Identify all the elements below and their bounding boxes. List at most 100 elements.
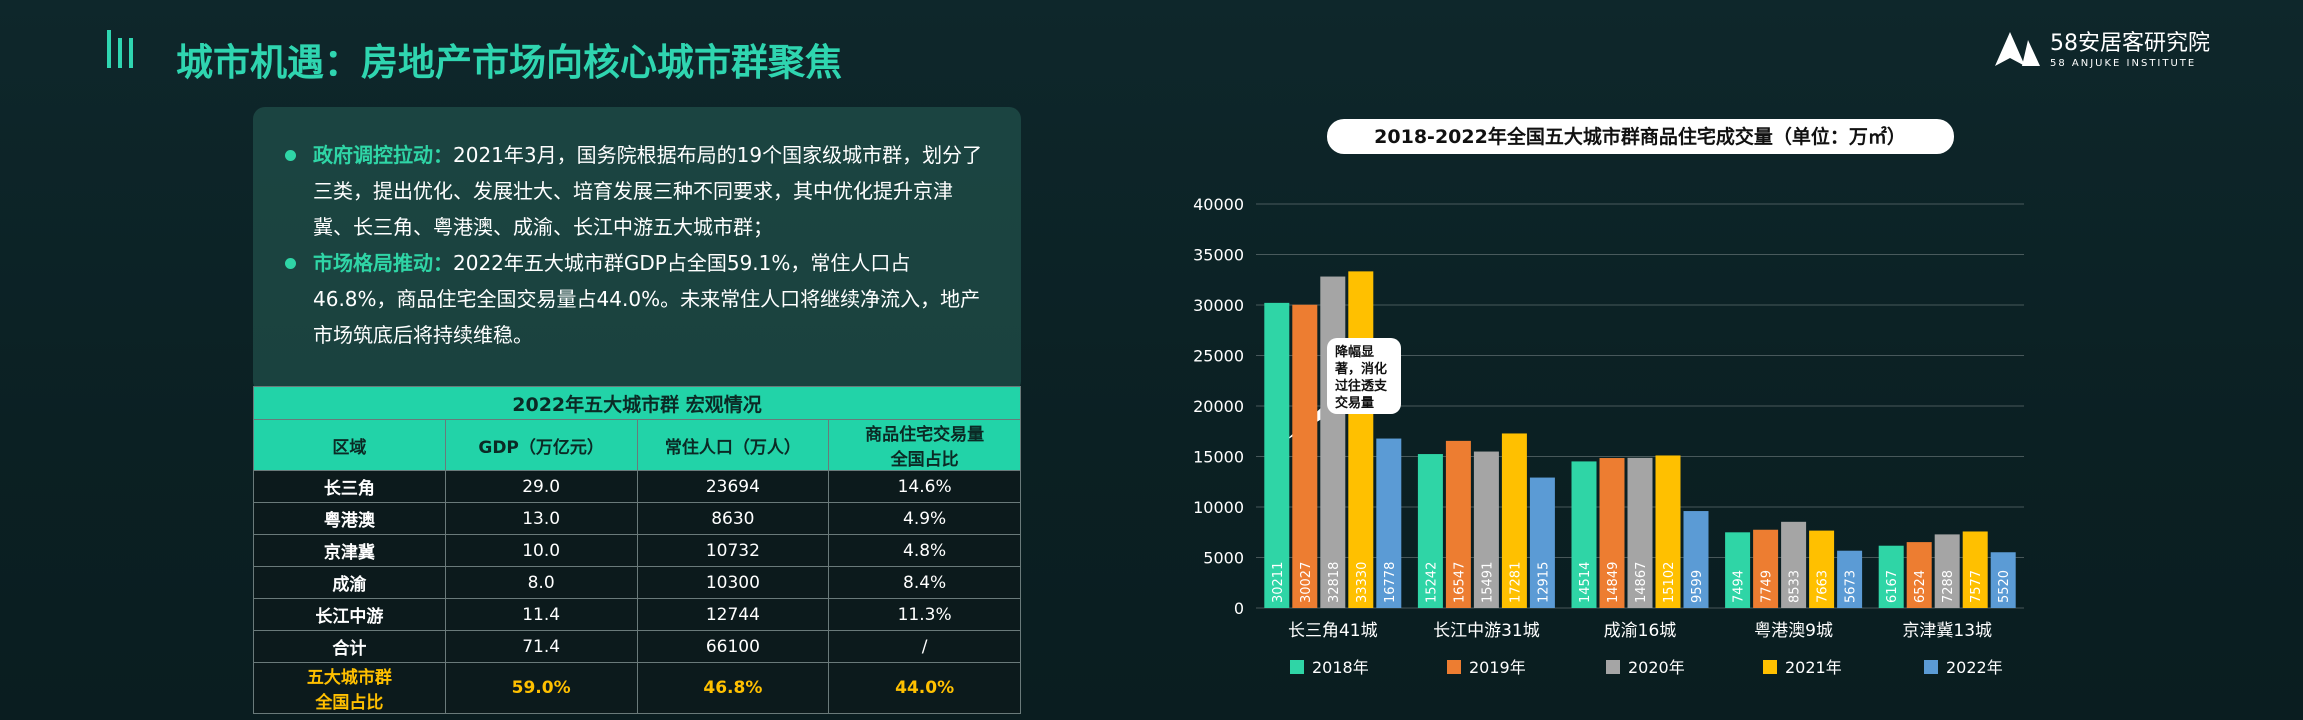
bar xyxy=(1753,529,1779,608)
data-label: 7494 xyxy=(1732,570,1747,603)
cell: 29.0 xyxy=(444,470,638,503)
data-label: 8533 xyxy=(1788,570,1803,603)
legend-label: 2022年 xyxy=(1946,658,2003,677)
data-label: 16778 xyxy=(1383,562,1398,603)
bar xyxy=(1683,511,1709,608)
data-label: 5520 xyxy=(1997,570,2012,603)
cell: 五大城市群 全国占比 xyxy=(253,662,446,714)
cell: 8.4% xyxy=(828,566,1021,599)
row: 粤港澳 13.0 8630 4.9% xyxy=(253,502,1021,535)
cell: 23694 xyxy=(636,470,830,503)
bar xyxy=(1292,304,1318,608)
data-label: 6524 xyxy=(1913,570,1928,603)
data-label: 15242 xyxy=(1424,562,1439,603)
cell: 4.8% xyxy=(828,534,1021,567)
bar xyxy=(1781,521,1807,608)
data-label: 14867 xyxy=(1634,562,1649,603)
title-row: 2022年五大城市群 宏观情况 xyxy=(253,386,1021,420)
bar xyxy=(1599,458,1625,608)
bar xyxy=(1264,302,1290,608)
bullet-text: 2022年五大城市群GDP占全国59.1%，常住人口占46.8%，商品住宅全国交… xyxy=(313,251,981,347)
legend-swatch xyxy=(1290,660,1304,674)
row: 成渝 8.0 10300 8.4% xyxy=(253,566,1021,599)
bullet-label: 市场格局推动： xyxy=(313,251,453,275)
data-label: 7663 xyxy=(1816,570,1831,603)
data-label: 6167 xyxy=(1885,570,1900,603)
legend-swatch xyxy=(1447,660,1461,674)
data-label: 14514 xyxy=(1578,562,1593,603)
data-label: 7288 xyxy=(1941,570,1956,603)
row: 合计 71.4 66100/ xyxy=(253,630,1021,663)
data-label: 7749 xyxy=(1760,570,1775,603)
data-label: 15491 xyxy=(1480,562,1495,603)
logo-sub: 58 ANJUKE INSTITUTE xyxy=(2050,58,2196,69)
x-tick-label: 粤港澳9城 xyxy=(1754,621,1833,641)
legend-swatch xyxy=(1924,660,1938,674)
chart-title: 2018-2022年全国五大城市群商品住宅成交量（单位：万㎡） xyxy=(1374,125,1906,148)
table-title: 2022年五大城市群 宏观情况 xyxy=(253,386,1021,420)
y-tick-label: 5000 xyxy=(1203,549,1244,568)
data-label: 9599 xyxy=(1690,570,1705,603)
bar xyxy=(1445,440,1471,608)
bar xyxy=(1376,438,1402,608)
bar xyxy=(1348,271,1374,608)
data-label: 30027 xyxy=(1299,562,1314,603)
bar xyxy=(1320,276,1346,608)
cell: 粤港澳 xyxy=(253,502,446,535)
cell: 14.6% xyxy=(828,470,1021,503)
bar xyxy=(1990,552,2016,608)
cell-line: 商品住宅交易量 xyxy=(865,425,985,445)
data-label: 5673 xyxy=(1844,570,1859,603)
cell: 12744 xyxy=(636,598,830,631)
bar xyxy=(1655,455,1681,608)
bar xyxy=(1501,433,1527,608)
y-tick-label: 15000 xyxy=(1193,448,1244,467)
bullet-text: 2021年3月，国务院根据布局的19个国家级城市群，划分了三类，提出优化、发展壮… xyxy=(313,143,983,239)
bar xyxy=(1809,530,1835,608)
y-tick-label: 30000 xyxy=(1193,296,1244,315)
row: 五大城市群 全国占比 59.0% 46.8% 44.0% xyxy=(253,662,1021,714)
cell: 11.3% xyxy=(828,598,1021,631)
data-label: 32818 xyxy=(1327,562,1342,603)
legend-swatch xyxy=(1763,660,1777,674)
row: 京津冀 10.0 10732 4.8% xyxy=(253,534,1021,567)
cell: 11.4 xyxy=(444,598,638,631)
cell: 71.4 xyxy=(444,630,638,663)
data-label: 12915 xyxy=(1536,562,1551,603)
data-label: 14849 xyxy=(1606,562,1621,603)
bullet-box: 政府调控拉动：2021年3月，国务院根据布局的19个国家级城市群，划分了三类，提… xyxy=(253,107,1021,393)
cell-line: 全国占比 xyxy=(890,450,959,470)
cell-line: 全国占比 xyxy=(315,693,384,713)
chart-title-pill xyxy=(1327,119,1954,154)
y-tick-label: 35000 xyxy=(1193,246,1244,265)
x-tick-label: 长江中游31城 xyxy=(1433,621,1540,641)
data-label: 30211 xyxy=(1271,562,1286,603)
header-cell: 区域 xyxy=(253,419,446,471)
logo-mark xyxy=(2022,40,2040,66)
cell: 46.8% xyxy=(636,662,830,714)
data-label: 7577 xyxy=(1969,570,1984,603)
cell: 成渝 xyxy=(253,566,446,599)
legend-label: 2019年 xyxy=(1469,658,1526,677)
icon xyxy=(129,38,133,68)
cell: 长三角 xyxy=(253,470,446,503)
legend-label: 2020年 xyxy=(1628,658,1685,677)
cell: 4.9% xyxy=(828,502,1021,535)
header-row: 区域 GDP（万亿元） 常住人口（万人） 商品住宅交易量 全国占比 xyxy=(253,419,1021,471)
header-cell: GDP（万亿元） xyxy=(444,419,638,471)
legend-swatch xyxy=(1606,660,1620,674)
bar xyxy=(1837,550,1863,608)
icon xyxy=(107,30,111,68)
y-tick-label: 10000 xyxy=(1193,498,1244,517)
cell: 京津冀 xyxy=(253,534,446,567)
bar xyxy=(1571,461,1597,608)
cell: 8630 xyxy=(636,502,830,535)
bullet: 政府调控拉动：2021年3月，国务院根据布局的19个国家级城市群，划分了三类，提… xyxy=(283,137,991,245)
legend-label: 2021年 xyxy=(1785,658,1842,677)
bar xyxy=(1934,534,1960,608)
logo-mark xyxy=(1995,32,2025,66)
cell: / xyxy=(828,630,1021,663)
logo-name: 58安居客研究院 xyxy=(2050,31,2210,56)
